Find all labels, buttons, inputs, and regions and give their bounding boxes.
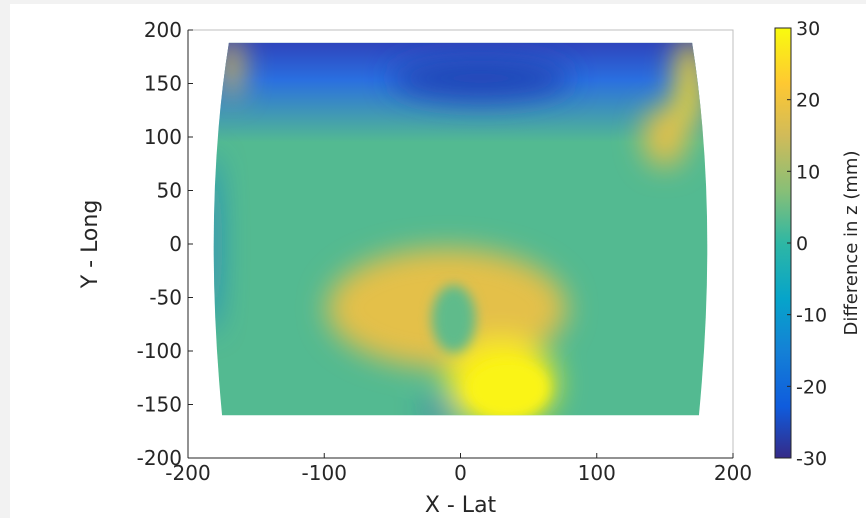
- field-hotspot-detail: [431, 284, 549, 416]
- y-tick-label: 0: [169, 232, 182, 256]
- blob-hole: [431, 284, 476, 353]
- heatmap-plot-area: [213, 42, 708, 416]
- region-8: [422, 403, 459, 416]
- colorbar-tick-label: 10: [796, 161, 820, 183]
- y-tick-label: 100: [144, 125, 182, 149]
- x-axis-title: X - Lat: [425, 493, 497, 518]
- region-5: [213, 154, 218, 334]
- heatmap-field: [213, 42, 708, 416]
- x-tick-label: 0: [454, 461, 467, 485]
- y-tick-label: 50: [157, 179, 182, 203]
- hotspot-core: [468, 360, 549, 416]
- colorbar-tick-label: 20: [796, 90, 820, 112]
- y-axis-title: Y - Long: [78, 200, 103, 290]
- y-tick-label: 150: [144, 72, 182, 96]
- colorbar: -30 -20 -10 0 10 20 30: [774, 18, 827, 470]
- colorbar-title: Difference in z (mm): [841, 151, 862, 336]
- axes: -200 -100 0 100 200 -200 -150 -100 -50 0 50 100 150 2…: [137, 18, 752, 485]
- x-tick-label: -100: [302, 461, 347, 485]
- colorbar-tick-label: 0: [796, 233, 808, 255]
- x-tick-label: 200: [714, 461, 752, 485]
- y-tick-label: -150: [137, 393, 182, 417]
- colorbar-tick-label: -10: [796, 305, 827, 327]
- y-tick-label: -200: [137, 446, 182, 470]
- y-tick-label: -50: [149, 286, 182, 310]
- region-2: [221, 42, 242, 98]
- y-tick-label: -100: [137, 339, 182, 363]
- y-tick-label: 200: [144, 18, 182, 42]
- x-tick-label: 100: [578, 461, 616, 485]
- x-tick-label: -200: [165, 461, 210, 485]
- colorbar-tick-label: 30: [796, 18, 820, 40]
- colorbar-tick-label: -20: [796, 376, 827, 398]
- region-1: [390, 56, 571, 101]
- colorbar-tick-label: -30: [796, 448, 827, 470]
- region-4: [642, 107, 687, 167]
